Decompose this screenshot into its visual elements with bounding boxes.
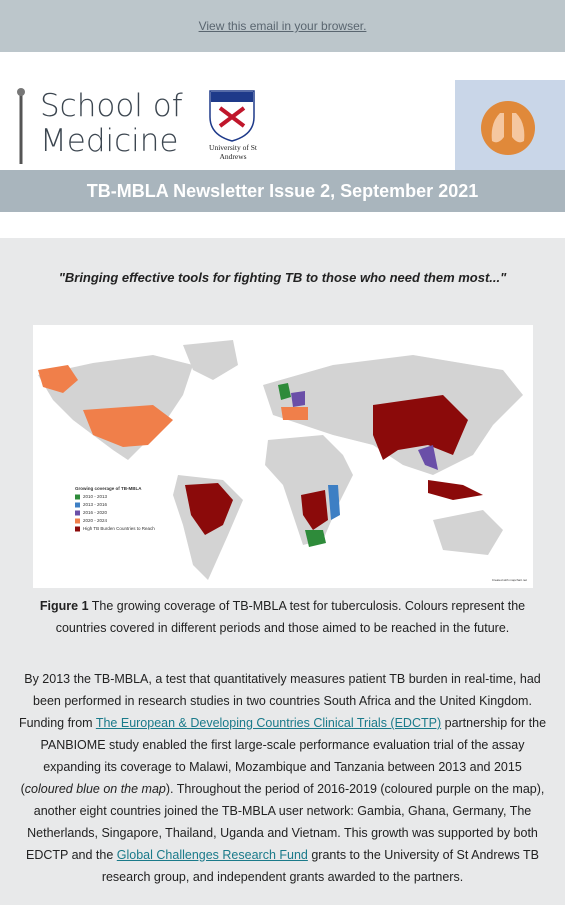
- logo-line: Medicine: [40, 123, 179, 159]
- legend-label: 2016 - 2020: [83, 510, 108, 515]
- central-africa: [301, 490, 328, 530]
- gcrf-link[interactable]: Global Challenges Research Fund: [116, 848, 308, 862]
- indonesia: [428, 480, 483, 500]
- legend-label: High TB Burden Countries to Reach: [83, 526, 155, 531]
- south-africa: [305, 530, 326, 547]
- australia: [433, 510, 503, 555]
- legend-title: Growing coverage of TB-MBLA: [75, 486, 142, 491]
- uk: [278, 383, 291, 400]
- caption-text: The growing coverage of TB-MBLA test for…: [55, 599, 526, 635]
- newsletter-title: TB-MBLA Newsletter Issue 2, September 20…: [86, 181, 479, 201]
- quote: "Bringing effective tools for fighting T…: [58, 270, 507, 285]
- title-band: [0, 170, 565, 212]
- legend-label: 2013 - 2016: [83, 502, 108, 507]
- text: By 2013 the TB-MBLA, a test that quantit…: [18, 672, 541, 730]
- italic-text: coloured blue on the map: [24, 782, 166, 796]
- legend-swatch: [75, 518, 80, 524]
- university-name: University of St Andrews: [209, 143, 257, 161]
- crest-top: [211, 92, 253, 102]
- coverage-map: Growing coverage of TB-MBLA 2010 - 20132…: [33, 325, 533, 588]
- edctp-link[interactable]: The European & Developing Countries Clin…: [95, 716, 442, 730]
- header-graphics: [0, 78, 565, 170]
- greenland: [183, 340, 238, 380]
- europe-2020: [281, 407, 308, 420]
- legend: 2010 - 2013 2013 - 2016 2016 - 2020 2020 - …: [75, 494, 155, 532]
- legend-label: 2010 - 2013: [83, 494, 108, 499]
- browser-bar: View this email in your browser.: [0, 0, 565, 52]
- virus-icon: [481, 101, 535, 155]
- alaska: [38, 365, 78, 393]
- body-paragraph: By 2013 the TB-MBLA, a test that quantit…: [16, 668, 549, 888]
- logo-line: School of: [40, 88, 183, 124]
- figure-caption: Figure 1 The growing coverage of TB-MBLA…: [20, 595, 545, 639]
- mace-head: [17, 88, 25, 96]
- logo-text: School of Medicine: [40, 89, 183, 159]
- text: grants to the University of St Andrews T…: [101, 848, 539, 884]
- se-asia: [418, 445, 438, 470]
- legend-swatch: [75, 510, 80, 516]
- brazil: [185, 483, 233, 535]
- browser-link[interactable]: View this email in your browser.: [198, 19, 367, 33]
- text: ). Throughout the period of 2016-2019 (c…: [25, 782, 545, 862]
- legend-label: 2020 - 2024: [83, 518, 108, 523]
- caption-label: Figure 1: [39, 599, 89, 613]
- legend-swatch: [75, 502, 80, 508]
- usa: [83, 405, 173, 447]
- lung-icon: [491, 113, 525, 143]
- china-india: [373, 395, 468, 460]
- germany: [291, 391, 305, 407]
- text: partnership for the PANBIOME study enabl…: [20, 716, 547, 796]
- crest-cross: [218, 106, 246, 128]
- map-credit: Created with mapchart.net: [492, 578, 527, 582]
- east-africa: [328, 485, 340, 520]
- legend-swatch: [75, 526, 80, 532]
- legend-swatch: [75, 494, 80, 500]
